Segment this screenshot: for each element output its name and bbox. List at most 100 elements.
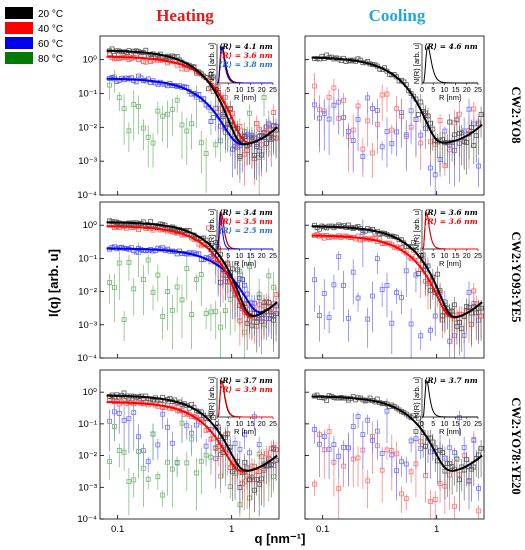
x-tick-label: 0.1 bbox=[111, 524, 124, 535]
inset-x-tick-label: 0 bbox=[215, 87, 219, 94]
radius-annotation: ⟨R⟩ = 3.7 nm bbox=[424, 376, 478, 385]
data-point bbox=[408, 469, 414, 475]
data-point bbox=[271, 446, 277, 452]
data-point bbox=[184, 266, 190, 272]
radius-annotation: ⟨R⟩ = 3.7 nm bbox=[219, 376, 273, 385]
data-point bbox=[415, 271, 421, 277]
data-point bbox=[160, 314, 166, 319]
data-point bbox=[254, 121, 260, 126]
data-point bbox=[466, 289, 472, 295]
data-point bbox=[461, 138, 467, 144]
data-point bbox=[324, 398, 330, 403]
data-point bbox=[428, 287, 433, 293]
data-point bbox=[107, 418, 113, 424]
panel-frame bbox=[304, 201, 485, 359]
data-point bbox=[266, 463, 272, 469]
panel-frame bbox=[304, 35, 485, 196]
data-point bbox=[210, 74, 216, 80]
data-point bbox=[447, 461, 453, 466]
data-point bbox=[242, 151, 248, 157]
panel-frame bbox=[304, 369, 485, 520]
data-point bbox=[466, 106, 472, 112]
data-point bbox=[415, 257, 421, 263]
data-point bbox=[268, 462, 274, 467]
data-point bbox=[411, 240, 416, 245]
data-point bbox=[321, 111, 327, 117]
data-point bbox=[430, 439, 436, 445]
data-point bbox=[179, 122, 185, 128]
data-point bbox=[247, 264, 252, 270]
inset-size-distribution: 0 5 10 15 20 25 R [nm] N(R) [arb. u] bbox=[207, 43, 277, 102]
inset-distribution-line bbox=[422, 211, 478, 250]
data-point bbox=[428, 165, 433, 171]
data-point bbox=[256, 295, 262, 301]
x-tick-label: 1 bbox=[229, 524, 234, 535]
data-point bbox=[418, 421, 424, 427]
data-point bbox=[428, 499, 433, 504]
inset-distribution-line bbox=[217, 46, 273, 84]
data-point bbox=[326, 94, 332, 100]
data-point bbox=[235, 267, 240, 273]
inset-distribution-line bbox=[217, 211, 273, 250]
data-point bbox=[464, 304, 469, 309]
plot-area bbox=[311, 392, 484, 519]
inset-x-tick-label: 20 bbox=[258, 87, 266, 94]
data-point bbox=[264, 140, 269, 146]
data-point bbox=[148, 59, 154, 64]
inset-x-tick-label: 15 bbox=[452, 87, 460, 94]
data-point bbox=[454, 323, 460, 329]
data-point bbox=[384, 283, 390, 288]
data-point bbox=[184, 460, 190, 466]
radius-annotation: ⟨R⟩ = 3.6 nm bbox=[424, 217, 478, 226]
fit-line bbox=[106, 221, 278, 317]
data-point bbox=[394, 129, 400, 135]
data-point bbox=[237, 276, 243, 282]
inset-y-label: N(R) [arb. u] bbox=[207, 43, 216, 84]
data-point bbox=[394, 451, 400, 457]
data-point bbox=[174, 97, 180, 103]
y-tick-label: 10⁻¹ bbox=[78, 88, 97, 99]
data-point bbox=[418, 132, 424, 138]
data-point bbox=[312, 481, 318, 487]
inset-x-tick-label: 0 bbox=[420, 87, 424, 94]
data-point bbox=[256, 451, 262, 457]
data-point bbox=[464, 457, 469, 463]
data-point bbox=[179, 297, 185, 303]
data-point bbox=[121, 449, 127, 455]
data-point bbox=[326, 315, 332, 321]
data-point bbox=[365, 95, 371, 101]
data-point bbox=[264, 451, 269, 457]
data-point bbox=[425, 113, 431, 119]
data-point bbox=[213, 142, 219, 148]
inset-x-tick-label: 5 bbox=[226, 253, 230, 260]
data-point bbox=[242, 282, 248, 288]
data-point bbox=[249, 135, 255, 141]
fit-line bbox=[106, 225, 278, 318]
y-tick-label: 10⁻³ bbox=[78, 482, 97, 493]
data-point bbox=[428, 327, 433, 333]
data-point bbox=[471, 143, 477, 149]
data-point bbox=[317, 313, 322, 318]
inset-x-tick-label: 20 bbox=[463, 421, 471, 428]
data-point bbox=[208, 436, 214, 442]
inset-x-tick-label: 25 bbox=[269, 87, 277, 94]
data-point bbox=[459, 130, 465, 136]
data-point bbox=[452, 132, 457, 138]
data-point bbox=[478, 305, 484, 311]
data-point bbox=[140, 125, 146, 131]
data-point bbox=[452, 302, 457, 308]
data-point bbox=[365, 417, 371, 423]
data-point bbox=[126, 479, 132, 485]
data-point bbox=[145, 134, 151, 140]
data-point bbox=[415, 112, 421, 117]
data-point bbox=[374, 108, 380, 113]
data-point bbox=[326, 446, 332, 452]
inset-y-label: N(R) [arb. u] bbox=[207, 377, 216, 418]
data-point bbox=[271, 473, 277, 479]
data-point bbox=[259, 454, 264, 460]
data-point bbox=[107, 82, 113, 88]
inset-x-label: R [nm] bbox=[234, 259, 256, 268]
data-point bbox=[143, 59, 149, 65]
inset-x-tick-label: 25 bbox=[269, 421, 277, 428]
